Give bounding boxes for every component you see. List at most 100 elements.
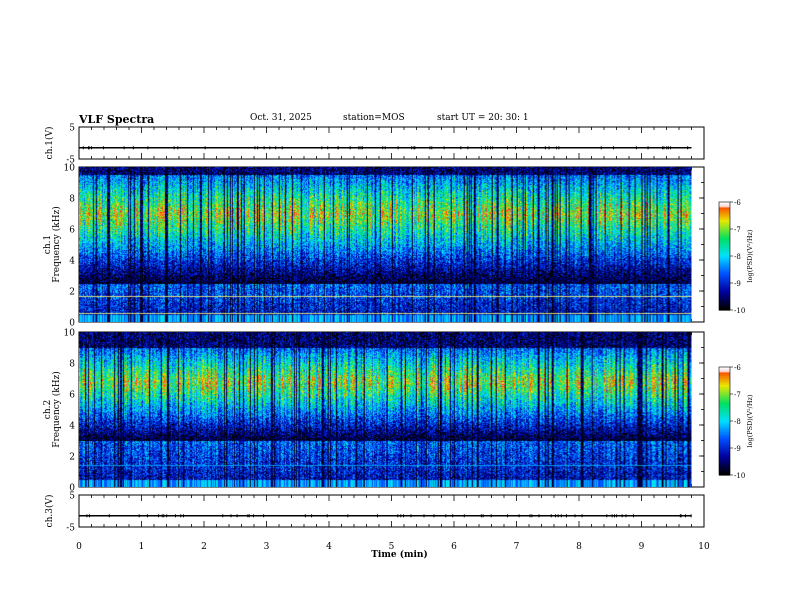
colorbar-segment	[719, 377, 730, 381]
colorbar-segment	[719, 279, 730, 282]
colorbar-segment	[719, 413, 730, 417]
colorbar-tick-label: -8	[734, 418, 741, 426]
y-tick-label: 5	[69, 124, 75, 134]
colorbar-segment	[719, 412, 730, 415]
colorbar-segment	[719, 406, 730, 409]
colorbar-segment	[719, 299, 730, 302]
colorbar-segment	[719, 395, 730, 399]
ch2-spectrogram-image	[79, 332, 692, 487]
colorbar-segment	[719, 238, 730, 241]
colorbar-segment	[719, 218, 730, 221]
colorbar-segment	[719, 293, 730, 297]
colorbar-segment	[719, 392, 730, 395]
y-tick-label: 0	[69, 319, 75, 329]
colorbar-segment	[719, 448, 730, 451]
station-label: station=MOS	[343, 113, 405, 123]
y-tick-label: 0	[69, 484, 75, 494]
colorbar-segment	[719, 286, 730, 289]
x-axis-label: Time (min)	[371, 549, 428, 560]
colorbar-tick-label: -9	[734, 280, 741, 288]
colorbar-segment	[719, 466, 730, 469]
colorbar-segment	[719, 239, 730, 243]
colorbar-segment	[719, 272, 730, 275]
colorbar-segment	[719, 257, 730, 261]
colorbar-segment	[719, 295, 730, 298]
colorbar-segment	[719, 277, 730, 280]
colorbar-segment	[719, 288, 730, 291]
colorbar-segment	[719, 250, 730, 253]
colorbar-segment	[719, 439, 730, 442]
y-tick-label: 2	[69, 453, 75, 463]
colorbar-tick-label: -10	[734, 307, 745, 315]
colorbar-segment	[719, 388, 730, 391]
colorbar-segment	[719, 209, 730, 212]
y-tick-label: 4	[69, 257, 75, 267]
colorbar-tick-label: -9	[734, 445, 741, 453]
colorbar-segment	[719, 247, 730, 250]
colorbar-segment	[719, 421, 730, 424]
colorbar-segment	[719, 449, 730, 453]
colorbar-segment	[719, 254, 730, 257]
colorbar-segment	[719, 268, 730, 271]
date-label: Oct. 31, 2025	[250, 113, 312, 123]
ch1-spectrogram-ylabel: Frequency (kHz)	[51, 206, 62, 283]
colorbar-segment	[719, 408, 730, 411]
colorbar-segment	[719, 428, 730, 431]
colorbar-segment	[719, 390, 730, 393]
colorbar-segment	[719, 212, 730, 216]
colorbar-segment	[719, 431, 730, 435]
y-tick-label: -5	[66, 524, 75, 534]
x-tick-label: 1	[139, 542, 145, 552]
x-tick-label: 10	[698, 542, 710, 552]
x-tick-label: 7	[514, 542, 520, 552]
x-tick-label: 6	[451, 542, 457, 552]
colorbar-segment	[719, 259, 730, 262]
ch1-spectrogram-channel-label: ch.1	[43, 235, 53, 254]
colorbar-segment	[719, 211, 730, 214]
colorbar-segment	[719, 252, 730, 255]
colorbar-segment	[719, 241, 730, 244]
colorbar-segment	[719, 243, 730, 246]
colorbar-segment	[719, 236, 730, 239]
colorbar-segment	[719, 297, 730, 300]
colorbar-segment	[719, 234, 730, 237]
x-tick-label: 9	[639, 542, 645, 552]
colorbar-segment	[719, 403, 730, 406]
colorbar-segment	[719, 203, 730, 207]
y-tick-label: 6	[69, 226, 75, 236]
colorbar-tick-label: -7	[734, 391, 741, 399]
colorbar-segment	[719, 385, 730, 388]
colorbar-segment	[719, 225, 730, 228]
x-tick-label: 0	[76, 542, 82, 552]
colorbar-segment	[719, 248, 730, 252]
colorbar-segment	[719, 207, 730, 210]
colorbar-segment	[719, 205, 730, 208]
colorbar-segment	[719, 284, 730, 288]
colorbar-segment	[719, 265, 730, 268]
colorbar-segment	[719, 455, 730, 458]
y-tick-label: 10	[64, 329, 76, 339]
colorbar-segment	[719, 376, 730, 379]
colorbar-segment	[719, 397, 730, 400]
colorbar-segment	[719, 270, 730, 273]
colorbar-segment	[719, 221, 730, 225]
colorbar-segment	[719, 261, 730, 264]
colorbar-segment	[719, 460, 730, 463]
colorbar-segment	[719, 245, 730, 248]
colorbar-segment	[719, 304, 730, 307]
colorbar-segment	[719, 263, 730, 266]
colorbar-segment	[719, 422, 730, 426]
colorbar-tick-label: -6	[734, 364, 741, 372]
ch1-spectrogram-image	[79, 167, 692, 322]
y-tick-label: 5	[69, 492, 75, 502]
colorbar-segment	[719, 415, 730, 418]
colorbar-segment	[719, 451, 730, 454]
x-tick-label: 3	[264, 542, 270, 552]
colorbar-segment	[719, 446, 730, 449]
colorbar-segment	[719, 290, 730, 293]
colorbar-segment	[719, 394, 730, 397]
y-tick-label: -5	[66, 156, 75, 166]
colorbar-segment	[719, 386, 730, 390]
ch2-spectrogram-colorbar: -6 -7 -8 -9 -10 log(PSD)(V²/Hz)	[718, 364, 754, 480]
